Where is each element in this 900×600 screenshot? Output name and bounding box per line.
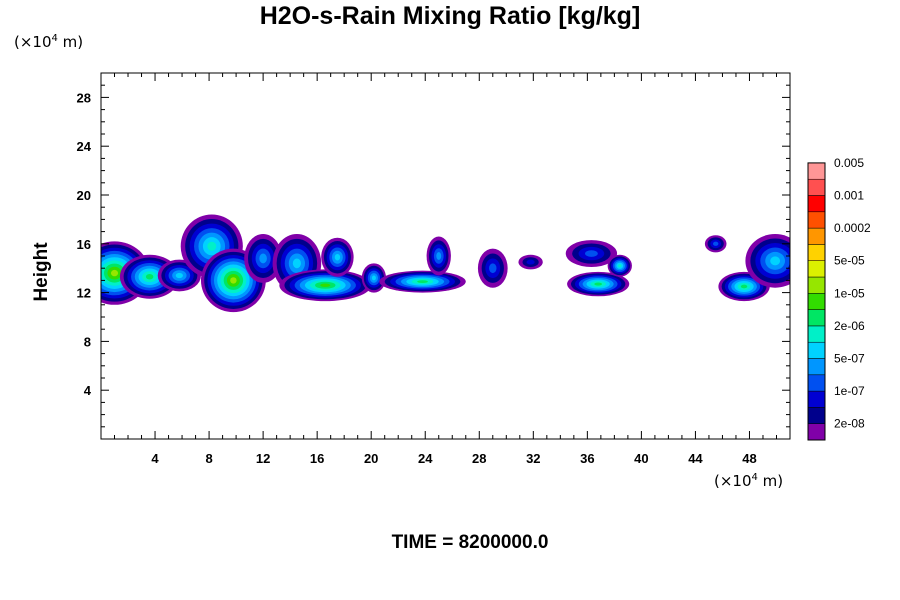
chart-title: H2O-s-Rain Mixing Ratio [kg/kg] — [259, 2, 641, 30]
colorbar-swatch — [807, 211, 826, 229]
contour-level — [110, 269, 119, 277]
contour-feature — [200, 248, 266, 313]
colorbar-label: 2e-06 — [834, 319, 865, 333]
colorbar-label: 0.001 — [834, 189, 864, 203]
colorbar-swatch — [807, 227, 826, 245]
y-tick-label: 12 — [77, 286, 91, 301]
colorbar-swatch — [807, 390, 826, 408]
colorbar-swatch — [807, 260, 826, 278]
x-axis-unit: (×104 m) — [714, 472, 783, 490]
y-tick-label: 24 — [77, 139, 92, 154]
contour-feature — [244, 234, 283, 283]
x-unit-exponent: 4 — [751, 472, 758, 483]
y-unit-suffix: m) — [57, 33, 84, 51]
x-tick-label: 36 — [580, 451, 594, 466]
contour-level — [334, 253, 341, 261]
contour-level — [371, 275, 376, 281]
contour-level — [230, 277, 237, 284]
contour-feature — [279, 269, 372, 302]
contour-feature — [745, 234, 790, 288]
colorbar-swatch — [807, 244, 826, 261]
contour-feature — [426, 236, 451, 276]
contour-level — [436, 252, 442, 260]
x-tick-label: 48 — [742, 451, 756, 466]
colorbar-label: 5e-07 — [834, 352, 865, 366]
colorbar-swatch — [807, 341, 826, 359]
colorbar-swatch — [807, 309, 826, 327]
contour-level — [594, 282, 603, 286]
time-label: TIME = 8200000.0 — [391, 532, 549, 553]
x-tick-label: 4 — [151, 451, 159, 466]
colorbar-label: 5e-05 — [834, 254, 865, 268]
colorbar-swatch — [807, 358, 826, 376]
x-tick-label: 44 — [688, 451, 703, 466]
contour-level — [207, 241, 217, 251]
contour-level — [145, 273, 154, 280]
colorbar-frame — [807, 162, 826, 441]
y-tick-label: 4 — [84, 383, 92, 398]
x-tick-label: 32 — [526, 451, 540, 466]
contour-feature — [321, 237, 354, 277]
contour-feature — [361, 263, 387, 293]
contour-feature — [567, 271, 630, 297]
contour-level — [618, 264, 622, 268]
x-tick-label: 8 — [205, 451, 212, 466]
contour-feature — [704, 235, 727, 253]
y-tick-label: 8 — [84, 334, 91, 349]
contour-level — [259, 253, 267, 264]
x-tick-label: 20 — [364, 451, 378, 466]
y-axis-unit: (×104 m) — [14, 33, 83, 51]
contour-level — [292, 258, 301, 269]
contour-level — [417, 280, 428, 283]
y-unit-prefix: (×10 — [14, 33, 52, 51]
colorbar-swatch — [807, 374, 826, 392]
x-tick-label: 16 — [310, 451, 324, 466]
contour-feature — [565, 240, 618, 267]
x-tick-label: 24 — [418, 451, 433, 466]
contour-level — [712, 241, 719, 246]
x-unit-suffix: m) — [757, 472, 784, 490]
contour-features — [101, 214, 790, 313]
colorbar-swatch — [807, 407, 826, 424]
contour-level — [175, 272, 183, 279]
y-tick-label: 28 — [77, 90, 91, 105]
contour-feature — [607, 254, 632, 277]
colorbar-label: 1e-07 — [834, 384, 865, 398]
colorbar-swatch — [807, 325, 826, 343]
colorbar: 2e-08 1e-07 5e-07 2e-06 1e-05 5e-05 0.0002 0.00… — [807, 156, 871, 441]
colorbar-swatch — [807, 276, 826, 294]
colorbar-swatch — [807, 423, 826, 441]
contour-level — [489, 263, 497, 274]
contour-level — [770, 256, 781, 266]
y-unit-exponent: 4 — [51, 33, 58, 44]
y-tick-label: 20 — [77, 188, 91, 203]
colorbar-swatch — [807, 162, 826, 180]
x-tick-label: 28 — [472, 451, 486, 466]
contour-level — [740, 284, 748, 289]
colorbar-label: 0.005 — [834, 156, 864, 170]
colorbar-label: 2e-08 — [834, 417, 865, 431]
contour-level — [584, 250, 598, 257]
colorbar-swatch — [807, 178, 826, 196]
colorbar-swatch — [807, 293, 826, 310]
y-tick-label: 16 — [77, 237, 91, 252]
colorbar-label: 1e-05 — [834, 286, 865, 300]
contour-feature — [477, 248, 508, 288]
contour-level — [526, 259, 535, 265]
x-tick-label: 40 — [634, 451, 648, 466]
contour-feature — [518, 254, 543, 270]
contour-level — [320, 283, 331, 288]
x-unit-prefix: (×10 — [714, 472, 752, 490]
colorbar-swatch — [807, 195, 826, 213]
colorbar-label: 0.0002 — [834, 221, 871, 235]
x-tick-label: 12 — [256, 451, 270, 466]
contour-feature — [379, 270, 466, 293]
